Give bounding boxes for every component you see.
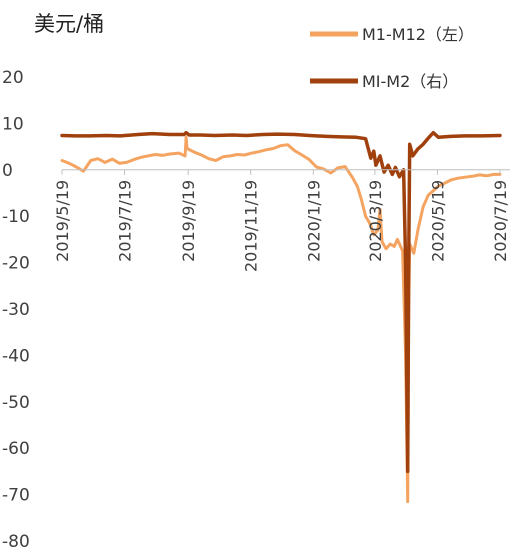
y-tick-label: -40 <box>2 346 30 366</box>
y-tick-label: -20 <box>2 254 30 274</box>
y-tick-label: -30 <box>2 300 30 320</box>
x-tick-label: 2019/5/19 <box>53 180 72 262</box>
y-tick-label: 20 <box>2 68 24 88</box>
x-tick-label: 2019/11/19 <box>242 180 261 272</box>
legend: M1-M12（左） MI-M2（右） <box>310 25 474 91</box>
y-tick-label: -80 <box>2 532 30 552</box>
y-axis: 20 10 0 -10 -20 -30 -40 -50 -60 -70 -80 <box>2 68 30 552</box>
series-line-m1-m12 <box>60 135 502 504</box>
y-tick-label: -60 <box>2 439 30 459</box>
y-tick-label: -50 <box>2 393 30 413</box>
x-tick-label: 2020/5/19 <box>428 180 447 262</box>
y-tick-label: 10 <box>2 114 24 134</box>
legend-label-m1-m12: M1-M12（左） <box>362 25 474 44</box>
x-tick-label: 2019/9/19 <box>179 180 198 262</box>
y-tick-label: 0 <box>2 161 13 181</box>
x-tick-label: 2020/3/19 <box>366 180 385 262</box>
x-tick-label: 2020/1/19 <box>304 180 323 262</box>
x-axis: 2019/5/19 2019/7/19 2019/9/19 2019/11/19 202… <box>53 169 510 272</box>
plot-area <box>60 130 502 504</box>
unit-label: 美元/桶 <box>34 12 104 36</box>
y-tick-label: -70 <box>2 486 30 506</box>
y-tick-label: -10 <box>2 207 30 227</box>
x-tick-label: 2019/7/19 <box>116 180 135 262</box>
series-line-mi-m2 <box>60 130 502 474</box>
x-tick-label: 2020/7/19 <box>491 180 510 262</box>
legend-label-mi-m2: MI-M2（右） <box>362 72 458 91</box>
